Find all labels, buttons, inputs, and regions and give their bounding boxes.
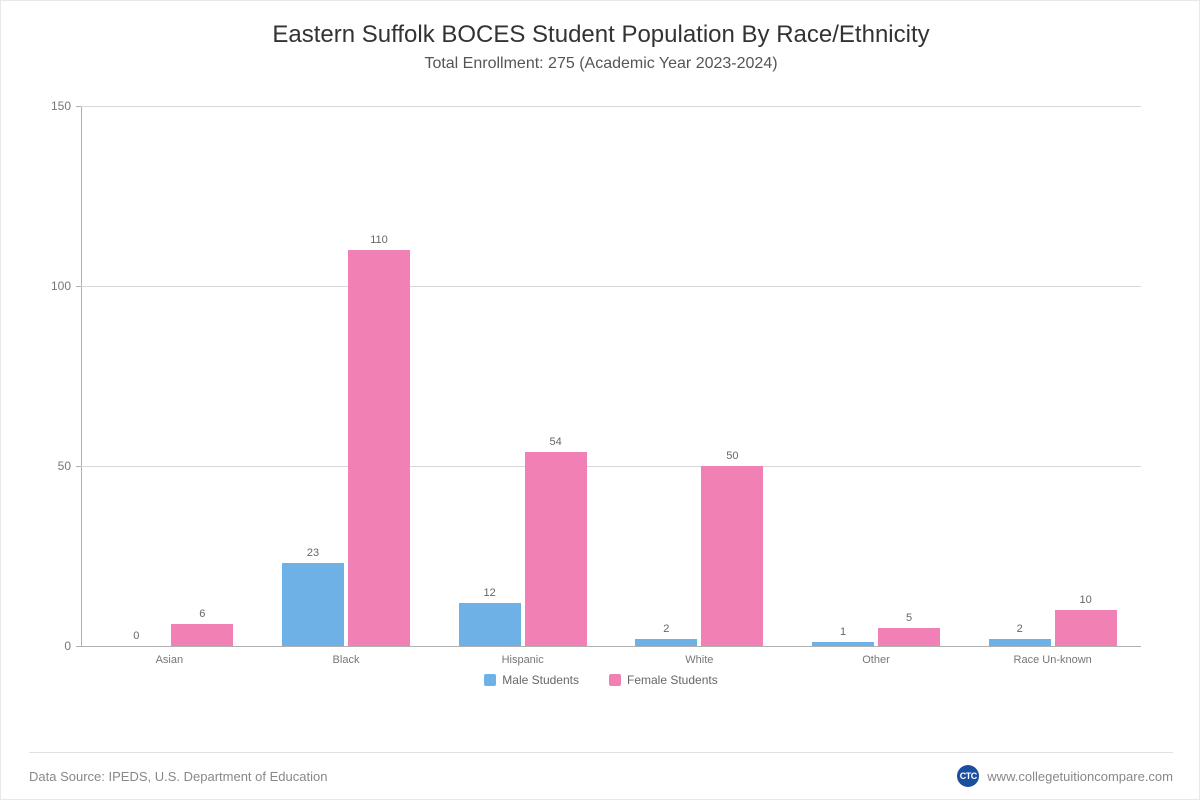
plot-area: 05010015006Asian23110Black1254Hispanic25… — [81, 106, 1141, 646]
x-axis-label: Other — [862, 654, 890, 666]
bar-value-label: 0 — [133, 630, 139, 642]
y-axis-label: 100 — [51, 279, 71, 293]
ctc-badge-icon: CTC — [957, 765, 979, 787]
bar-value-label: 1 — [840, 626, 846, 638]
bar: 2 — [635, 639, 697, 646]
bar: 54 — [525, 452, 587, 646]
bar: 2 — [989, 639, 1051, 646]
bar-value-label: 10 — [1080, 594, 1092, 606]
bar-value-label: 5 — [906, 612, 912, 624]
chart-container: Eastern Suffolk BOCES Student Population… — [1, 1, 1200, 801]
bar: 10 — [1055, 610, 1117, 646]
legend-label: Male Students — [502, 673, 579, 687]
bar: 12 — [459, 603, 521, 646]
y-tick — [76, 646, 81, 647]
bar: 5 — [878, 628, 940, 646]
baseline — [81, 646, 1141, 647]
y-tick — [76, 106, 81, 107]
x-axis-label: Black — [333, 654, 360, 666]
x-axis-label: Hispanic — [502, 654, 544, 666]
footer: Data Source: IPEDS, U.S. Department of E… — [29, 752, 1173, 787]
bar-value-label: 110 — [370, 234, 388, 246]
bar: 23 — [282, 563, 344, 646]
y-axis-label: 0 — [64, 639, 71, 653]
y-tick — [76, 286, 81, 287]
y-axis-line — [81, 106, 82, 646]
x-axis-label: Asian — [156, 654, 184, 666]
bar-value-label: 2 — [663, 623, 669, 635]
legend-item: Female Students — [609, 673, 718, 687]
y-tick — [76, 466, 81, 467]
legend-swatch-icon — [484, 674, 496, 686]
bar-value-label: 2 — [1017, 623, 1023, 635]
legend-item: Male Students — [484, 673, 579, 687]
gridline — [81, 286, 1141, 287]
y-axis-label: 50 — [58, 459, 71, 473]
bar: 1 — [812, 642, 874, 646]
legend: Male Students Female Students — [1, 673, 1200, 687]
footer-right: CTC www.collegetuitioncompare.com — [957, 765, 1173, 787]
site-link-text: www.collegetuitioncompare.com — [987, 769, 1173, 784]
gridline — [81, 466, 1141, 467]
bar: 50 — [701, 466, 763, 646]
x-axis-label: Race Un-known — [1014, 654, 1092, 666]
bar-value-label: 50 — [726, 450, 738, 462]
chart-subtitle: Total Enrollment: 275 (Academic Year 202… — [1, 49, 1200, 73]
legend-swatch-icon — [609, 674, 621, 686]
bar-value-label: 54 — [550, 436, 562, 448]
legend-label: Female Students — [627, 673, 718, 687]
bar-value-label: 6 — [199, 608, 205, 620]
chart-title: Eastern Suffolk BOCES Student Population… — [1, 1, 1200, 49]
bar-value-label: 23 — [307, 547, 319, 559]
gridline — [81, 106, 1141, 107]
x-axis-label: White — [685, 654, 713, 666]
bar: 6 — [171, 624, 233, 646]
data-source-text: Data Source: IPEDS, U.S. Department of E… — [29, 769, 327, 784]
y-axis-label: 150 — [51, 99, 71, 113]
bar: 110 — [348, 250, 410, 646]
bar-value-label: 12 — [484, 587, 496, 599]
